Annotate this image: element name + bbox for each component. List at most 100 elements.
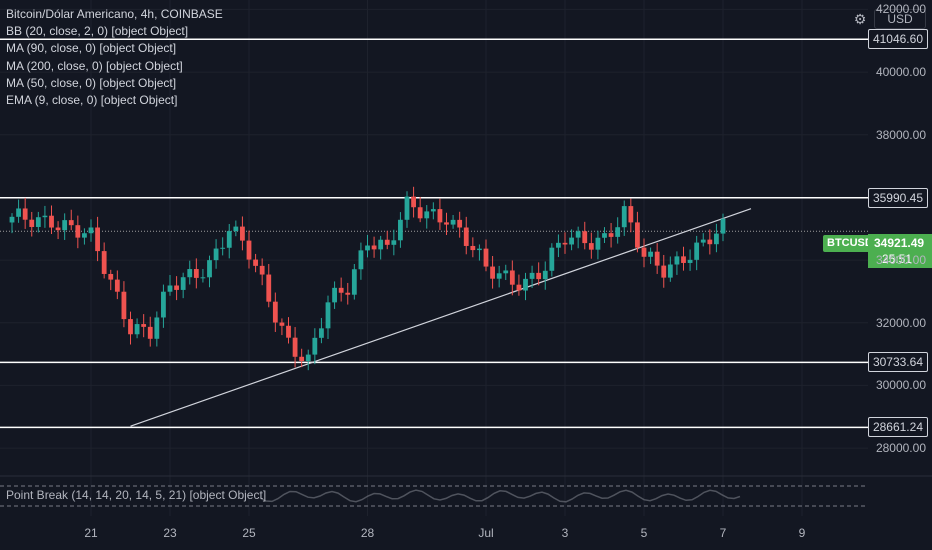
candle-body-22 bbox=[154, 317, 160, 339]
candle-body-1 bbox=[16, 208, 21, 217]
candle-body-26 bbox=[180, 277, 186, 290]
candle-body-24 bbox=[167, 285, 173, 292]
candle-body-93 bbox=[621, 206, 627, 228]
candle-body-55 bbox=[371, 245, 377, 250]
candle-body-48 bbox=[325, 302, 331, 329]
level-price-label: 41046.60 bbox=[867, 29, 928, 50]
candle-body-99 bbox=[661, 265, 667, 278]
candle-body-32 bbox=[220, 247, 226, 249]
candle-body-84 bbox=[562, 242, 568, 245]
candle-body-29 bbox=[200, 277, 206, 279]
candle-body-39 bbox=[266, 274, 272, 302]
candle-body-77 bbox=[516, 284, 522, 291]
candle-body-61 bbox=[411, 196, 416, 208]
legend-symbol[interactable]: Bitcoin/Dólar Americano, 4h, COINBASE bbox=[6, 7, 223, 21]
currency-button[interactable]: USD bbox=[874, 9, 926, 29]
x-tick-label: 3 bbox=[561, 526, 569, 540]
candle-body-96 bbox=[641, 247, 647, 257]
candle-body-76 bbox=[509, 270, 515, 285]
legend-ema9[interactable]: EMA (9, close, 0) [object Object] bbox=[6, 93, 178, 108]
candle-body-34 bbox=[233, 226, 239, 232]
candle-body-106 bbox=[707, 239, 713, 245]
candle-body-44 bbox=[299, 356, 305, 362]
candle-body-27 bbox=[187, 269, 193, 278]
candle-body-60 bbox=[404, 196, 410, 220]
candle-body-98 bbox=[654, 251, 660, 266]
candle-body-14 bbox=[101, 251, 107, 274]
y-tick-label: 32000.00 bbox=[875, 315, 926, 330]
candle-body-71 bbox=[477, 248, 482, 251]
x-tick-label: 28 bbox=[360, 526, 375, 540]
candle-body-43 bbox=[292, 337, 298, 357]
candle-body-3 bbox=[29, 219, 35, 227]
oscillator-legend[interactable]: Point Break (14, 14, 20, 14, 5, 21) [obj… bbox=[6, 488, 267, 502]
candle-body-64 bbox=[430, 209, 436, 212]
candle-body-105 bbox=[700, 239, 706, 243]
candle-body-86 bbox=[575, 231, 581, 238]
candle-body-107 bbox=[714, 233, 719, 245]
legend-ma50[interactable]: MA (50, close, 0) [object Object] bbox=[6, 75, 177, 90]
candle-body-72 bbox=[483, 248, 489, 267]
legend-ma90[interactable]: MA (90, close, 0) [object Object] bbox=[6, 41, 177, 56]
chart-legend: Bitcoin/Dólar Americano, 4h, COINBASE BB… bbox=[6, 6, 223, 109]
candle-body-33 bbox=[226, 231, 232, 248]
candle-body-59 bbox=[398, 219, 403, 241]
candle-body-56 bbox=[378, 239, 384, 250]
candle-body-100 bbox=[667, 264, 673, 278]
candle-body-87 bbox=[582, 231, 588, 244]
candle-body-45 bbox=[305, 354, 311, 362]
candle-body-88 bbox=[588, 243, 594, 250]
candle-body-102 bbox=[681, 256, 686, 263]
candle-body-108 bbox=[720, 218, 726, 234]
candle-body-47 bbox=[319, 328, 324, 338]
candle-body-83 bbox=[556, 242, 561, 248]
candle-body-82 bbox=[549, 247, 555, 271]
candle-body-23 bbox=[161, 291, 166, 318]
last-price-label: 34921.49 25:51 bbox=[868, 234, 932, 268]
candle-body-31 bbox=[213, 248, 219, 261]
candle-body-41 bbox=[279, 322, 285, 326]
candle-body-68 bbox=[457, 219, 463, 228]
candle-body-38 bbox=[259, 265, 265, 275]
x-tick-label: 7 bbox=[719, 526, 727, 540]
legend-bb[interactable]: BB (20, close, 2, 0) [object Object] bbox=[6, 24, 189, 39]
candle-body-57 bbox=[384, 239, 390, 245]
candle-body-50 bbox=[338, 287, 344, 293]
candle-body-2 bbox=[22, 208, 28, 220]
candle-body-21 bbox=[147, 326, 153, 339]
candle-body-11 bbox=[82, 233, 87, 238]
candle-body-73 bbox=[490, 266, 495, 279]
candle-body-53 bbox=[358, 250, 364, 270]
candle-body-35 bbox=[240, 226, 245, 241]
candle-body-4 bbox=[35, 217, 41, 227]
candle-body-19 bbox=[134, 324, 140, 335]
trendline bbox=[130, 208, 752, 427]
y-tick-label: 40000.00 bbox=[875, 65, 926, 80]
candle-body-101 bbox=[674, 256, 680, 265]
candle-body-80 bbox=[536, 272, 542, 280]
candle-body-46 bbox=[312, 337, 318, 355]
candle-body-79 bbox=[529, 272, 535, 279]
legend-ma200[interactable]: MA (200, close, 0) [object Object] bbox=[6, 58, 183, 73]
candle-body-54 bbox=[365, 245, 370, 251]
candle-body-67 bbox=[450, 219, 456, 225]
y-tick-label: 42000.00 bbox=[875, 2, 926, 17]
candle-body-51 bbox=[345, 292, 351, 295]
candle-body-40 bbox=[272, 301, 278, 323]
candle-body-85 bbox=[569, 237, 574, 245]
candle-body-65 bbox=[437, 209, 443, 223]
candle-body-74 bbox=[496, 273, 502, 279]
candle-body-104 bbox=[694, 242, 700, 260]
candle-body-12 bbox=[88, 227, 94, 234]
y-tick-label: 30000.00 bbox=[875, 378, 926, 393]
candle-body-91 bbox=[608, 233, 614, 237]
candle-body-92 bbox=[615, 227, 621, 237]
x-tick-label: 25 bbox=[242, 526, 256, 540]
candle-body-95 bbox=[635, 222, 640, 248]
gear-icon[interactable]: ⚙ bbox=[853, 11, 867, 27]
bar-countdown: 25:51 bbox=[882, 252, 913, 266]
candle-body-16 bbox=[114, 279, 120, 292]
y-tick-label: 28000.00 bbox=[875, 441, 926, 456]
